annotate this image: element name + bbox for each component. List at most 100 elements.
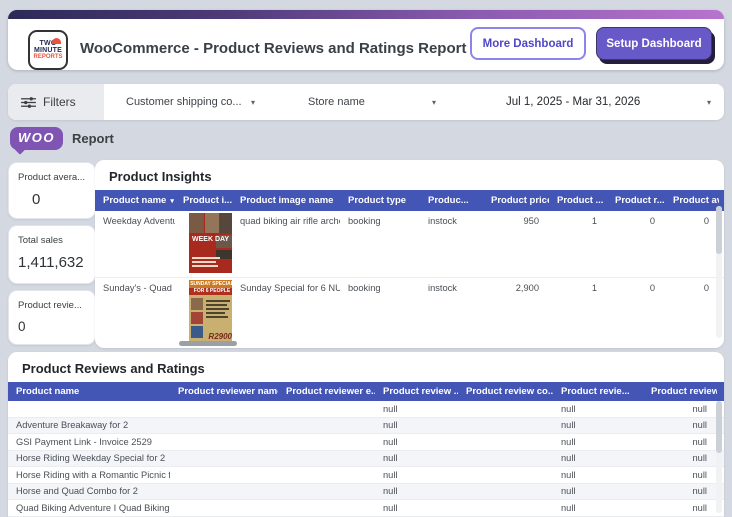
review-detail-cell: null	[561, 403, 576, 414]
report-label: Report	[72, 131, 114, 146]
review-cell: null	[383, 420, 398, 431]
setup-dashboard-button[interactable]: Setup Dashboard	[596, 27, 712, 60]
product-image: WEEK DAY	[189, 213, 232, 273]
reviews-table-header: Product name Product reviewer name▾ Prod…	[8, 382, 724, 401]
review-rating-cell: null	[692, 436, 707, 447]
vertical-scrollbar[interactable]	[716, 206, 722, 338]
product-average-cell: 0	[703, 216, 709, 226]
sliders-icon	[21, 96, 36, 108]
table-row: Horse Riding Weekday Special for 2 null …	[8, 450, 724, 467]
insights-table-header: Product name ▾ Product i... Product image…	[95, 190, 724, 211]
product-price-cell: 950	[523, 216, 539, 226]
table-row: Horse Riding with a Romantic Picnic for …	[8, 467, 724, 484]
customer-shipping-filter[interactable]: Customer shipping co...	[126, 96, 242, 108]
chevron-down-icon[interactable]: ▾	[251, 98, 256, 107]
col-product-name[interactable]: Product name ▾	[103, 195, 174, 206]
stat-label: Total sales	[18, 235, 63, 246]
col-review-content[interactable]: Product review co...	[466, 386, 553, 397]
store-name-filter[interactable]: Store name	[308, 96, 365, 108]
col-reviewer-email[interactable]: Product reviewer e...	[286, 386, 375, 397]
table-row: Sunday's - Quad Bi... SUNDAY SPECIAL FOR…	[95, 278, 724, 346]
col-product-average[interactable]: Product av...	[673, 195, 719, 206]
col-product-price[interactable]: Product price	[491, 195, 549, 206]
sort-desc-icon: ▾	[170, 198, 174, 205]
product-price-cell: 2,900	[515, 283, 539, 293]
product-image: SUNDAY SPECIAL FOR 6 PEOPLE R2900	[189, 280, 232, 344]
product-name-cell: Quad Biking Adventure I Quad Biking wit.…	[16, 502, 170, 513]
scrollbar-thumb[interactable]	[716, 206, 722, 254]
two-minute-reports-logo: TWO MINUTE REPORTS	[28, 30, 68, 70]
stat-cards: Product avera... 0 Total sales 1,411,632…	[8, 162, 96, 345]
product-qty-cell: 1	[591, 216, 597, 226]
col-review-detail[interactable]: Product revie...	[561, 386, 630, 397]
product-stock-cell: instock	[428, 216, 457, 226]
product-name-cell: Sunday's - Quad Bi...	[103, 283, 175, 293]
col-product-image-name[interactable]: Product image name	[240, 195, 334, 206]
vertical-scrollbar[interactable]	[716, 401, 722, 513]
review-detail-cell: null	[561, 436, 576, 447]
product-image-cell: SUNDAY SPECIAL FOR 6 PEOPLE R2900	[175, 278, 232, 346]
col-product-qty[interactable]: Product ...	[557, 195, 604, 206]
header-gradient-bar	[8, 10, 724, 19]
review-detail-cell: null	[561, 469, 576, 480]
product-reviews-title: Product Reviews and Ratings	[22, 361, 205, 376]
product-name-cell: Horse and Quad Combo for 2	[16, 486, 138, 497]
filter-bar: Filters Customer shipping co... ▾ Store …	[8, 84, 724, 120]
col-review[interactable]: Product review ...	[383, 386, 458, 397]
scrollbar-thumb[interactable]	[716, 401, 722, 453]
poster-text: SUNDAY SPECIAL	[189, 280, 232, 288]
logo-line3: REPORTS	[33, 54, 63, 61]
chevron-down-icon[interactable]: ▾	[432, 98, 437, 107]
table-row: null null null	[8, 401, 724, 418]
review-cell: null	[383, 436, 398, 447]
review-rating-cell: null	[692, 502, 707, 513]
review-rating-cell: null	[692, 453, 707, 464]
stat-label: Product avera...	[18, 172, 86, 183]
product-insights-panel: Product Insights Product name ▾ Product i…	[95, 160, 724, 348]
more-dashboard-button[interactable]: More Dashboard	[470, 27, 586, 60]
review-cell: null	[383, 502, 398, 513]
poster-text: FOR 6 PEOPLE	[189, 288, 232, 295]
product-name-cell: Adventure Breakaway for 2	[16, 420, 129, 431]
product-insights-title: Product Insights	[109, 169, 212, 184]
filters-toggle[interactable]: Filters	[8, 84, 104, 120]
stat-card-product-average: Product avera... 0	[8, 162, 96, 219]
col-product-image[interactable]: Product i...	[183, 195, 232, 206]
product-reviews-panel: Product Reviews and Ratings Product name…	[8, 352, 724, 517]
col-review-rating[interactable]: Product review rating	[651, 386, 717, 397]
date-range-filter[interactable]: Jul 1, 2025 - Mar 31, 2026	[506, 96, 641, 108]
chevron-down-icon[interactable]: ▾	[707, 98, 712, 107]
review-detail-cell: null	[561, 502, 576, 513]
woo-logo: WOO	[10, 127, 63, 150]
review-rating-cell: null	[692, 486, 707, 497]
product-name-cell: Weekday Adventur...	[103, 216, 175, 226]
product-reviews-cell: 0	[649, 283, 655, 293]
logo-line2: MINUTE	[33, 46, 63, 54]
review-rating-cell: null	[692, 420, 707, 431]
table-row: Horse and Quad Combo for 2 null null nul…	[8, 483, 724, 500]
product-image-cell: WEEK DAY	[175, 211, 232, 275]
stat-label: Product revie...	[18, 300, 82, 311]
col-product-name[interactable]: Product name	[16, 386, 80, 397]
product-type-cell: booking	[348, 216, 381, 226]
col-product-stock[interactable]: Produc...	[428, 195, 469, 206]
review-detail-cell: null	[561, 420, 576, 431]
page-title: WooCommerce - Product Reviews and Rating…	[80, 40, 467, 57]
col-product-type[interactable]: Product type	[348, 195, 407, 206]
review-rating-cell: null	[692, 403, 707, 414]
product-name-cell: Horse Riding with a Romantic Picnic for …	[16, 469, 170, 480]
product-image-name-cell: Sunday Special for 6 NUUT...	[240, 283, 340, 293]
review-cell: null	[383, 453, 398, 464]
product-stock-cell: instock	[428, 283, 457, 293]
col-product-reviews[interactable]: Product r...	[615, 195, 665, 206]
col-reviewer-name[interactable]: Product reviewer name▾	[178, 386, 278, 397]
table-row: GSI Payment Link - Invoice 2529 null nul…	[8, 434, 724, 451]
report-badge: WOO Report	[10, 127, 114, 150]
filters-label: Filters	[43, 95, 76, 109]
horizontal-scrollbar-thumb[interactable]	[179, 341, 237, 346]
table-row: Quad Biking Adventure I Quad Biking wit.…	[8, 500, 724, 517]
poster-text: WEEK DAY	[192, 236, 230, 243]
stat-value: 0	[18, 319, 26, 334]
table-row: Adventure Breakaway for 2 null null null	[8, 417, 724, 434]
poster-collage	[189, 213, 232, 233]
